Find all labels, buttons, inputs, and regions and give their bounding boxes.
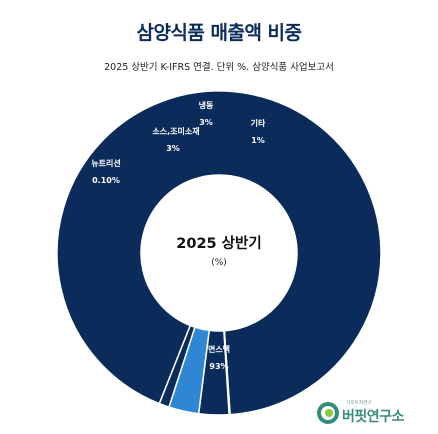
slice-label-냉동: 냉동: [199, 100, 214, 110]
slice-label-기타: 기타: [251, 118, 266, 128]
slice-value-기타: 1%: [251, 136, 265, 145]
chart-subtitle: 2025 상반기 K-IFRS 연결. 단위 %. 삼양식품 사업보고서: [104, 62, 334, 73]
slice-value-냉동: 3%: [199, 118, 213, 127]
slice-value-면스낵: 93%: [209, 362, 228, 371]
slice-label-소스-조미소재: 소스,조미소재: [152, 126, 199, 136]
center-label: 2025 상반기: [176, 235, 261, 252]
slice-기타: [158, 324, 196, 409]
logo-tagline: 가치투자연구: [346, 401, 373, 406]
buffett-lab-logo: 가치투자연구 버핏연구소: [316, 399, 428, 427]
slice-label-면스낵: 면스낵: [208, 344, 230, 354]
slice-면스낵: [56, 90, 382, 416]
slice-group: [56, 90, 382, 416]
slice-value-뉴트리션: 0.10%: [92, 176, 120, 185]
center-unit: (%): [211, 258, 227, 268]
slice-label-뉴트리션: 뉴트리션: [91, 158, 120, 168]
logo-mark-icon: [317, 402, 339, 424]
slice-value-소스-조미소재: 3%: [166, 144, 180, 153]
logo-name: 버핏연구소: [342, 409, 404, 425]
chart-title: 삼양식품 매출액 비중: [136, 22, 302, 44]
